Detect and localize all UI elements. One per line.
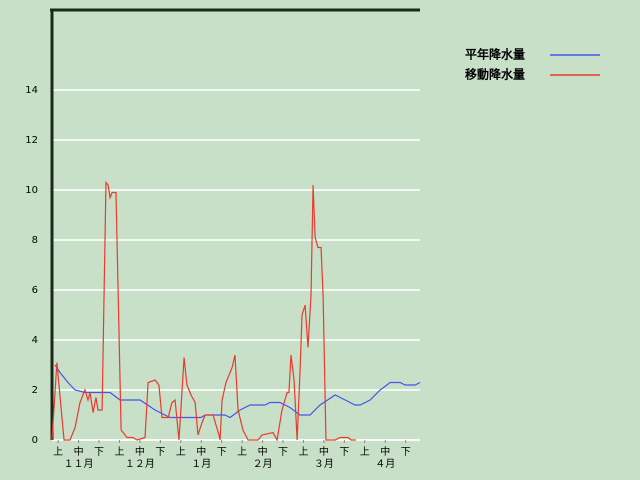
x-tick-label: 上	[176, 446, 186, 458]
y-tick-label: 12	[25, 135, 38, 146]
month-label: １月	[191, 458, 211, 470]
legend-text: 移動降水量	[465, 67, 525, 82]
x-tick-label: 上	[237, 446, 247, 458]
x-tick-label: 上	[114, 446, 124, 458]
x-tick-label: 中	[319, 445, 329, 458]
month-label: ３月	[314, 458, 334, 470]
y-tick-label: 6	[32, 285, 38, 296]
x-tick-label: 下	[155, 447, 165, 458]
month-label: ２月	[253, 458, 273, 470]
y-tick-label: 0	[32, 435, 38, 446]
x-tick-label: 中	[135, 445, 145, 458]
y-tick-label: 2	[32, 385, 38, 396]
month-label: １２月	[125, 458, 155, 470]
y-tick-label: 8	[32, 235, 38, 246]
x-tick-label: 上	[360, 446, 370, 458]
y-tick-label: 14	[25, 85, 38, 96]
y-tick-label: 10	[25, 185, 38, 196]
legend-text: 平年降水量	[465, 47, 525, 62]
x-tick-label: 下	[94, 447, 104, 458]
x-tick-label: 上	[298, 446, 308, 458]
x-tick-label: 下	[217, 447, 227, 458]
x-tick-label: 中	[196, 445, 206, 458]
x-tick-label: 下	[339, 447, 349, 458]
x-tick-label: 下	[401, 447, 411, 458]
month-label: １１月	[64, 458, 94, 470]
series-line	[54, 364, 421, 419]
x-tick-label: 中	[258, 445, 268, 458]
series-line	[51, 180, 357, 442]
x-tick-label: 中	[74, 445, 84, 458]
x-tick-label: 上	[53, 446, 63, 458]
x-tick-label: 中	[380, 445, 390, 458]
x-tick-label: 下	[278, 447, 288, 458]
month-label: ４月	[375, 458, 395, 470]
y-tick-label: 4	[32, 335, 38, 346]
